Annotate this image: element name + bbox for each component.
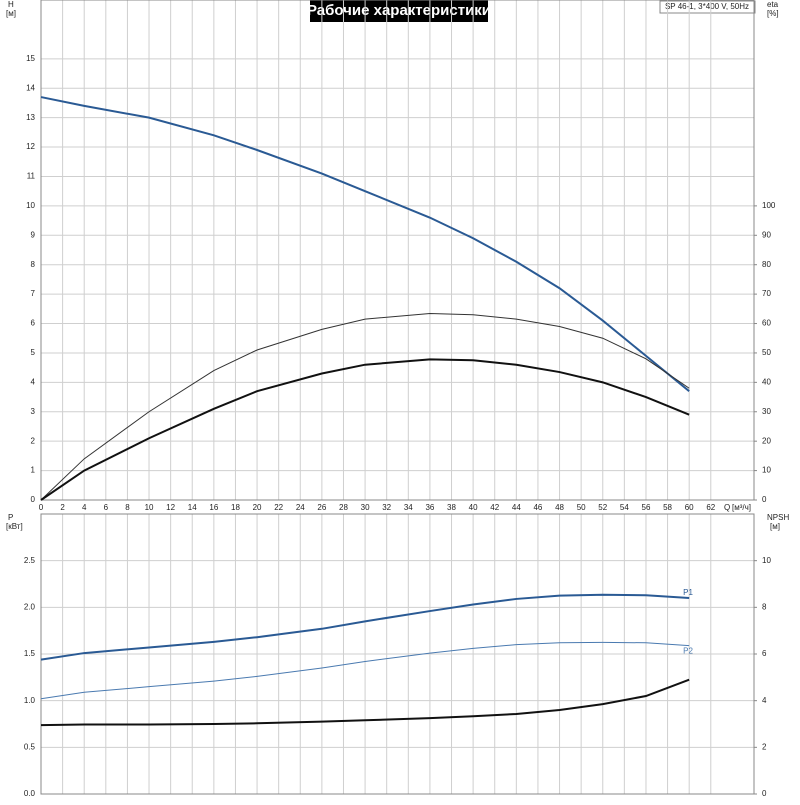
y-tick-label: 12 <box>26 142 35 151</box>
y-tick-label: 11 <box>27 172 36 181</box>
title-box <box>310 0 488 22</box>
x-axis-label: Q <box>724 503 730 512</box>
x-tick-label: 48 <box>555 503 564 512</box>
y2-tick-label: 40 <box>762 377 771 386</box>
y2-tick-label: 10 <box>762 556 771 565</box>
y-tick-label: 1.5 <box>24 649 36 658</box>
x-tick-label: 8 <box>125 503 130 512</box>
x-tick-label: 56 <box>642 503 651 512</box>
y-tick-label: 0 <box>31 495 36 504</box>
series-line <box>40 678 690 727</box>
x-tick-label: 14 <box>188 503 197 512</box>
y-tick-label: 10 <box>26 201 35 210</box>
y2-axis-unit: [%] <box>767 9 779 18</box>
series-line <box>40 96 690 392</box>
x-tick-label: 26 <box>317 503 326 512</box>
y-tick-label: 15 <box>26 54 35 63</box>
y2-tick-label: 8 <box>762 602 767 611</box>
y-tick-label: 1.0 <box>24 696 36 705</box>
y2-tick-label: 20 <box>762 436 771 445</box>
series-label: P1 <box>683 588 693 597</box>
y-tick-label: 14 <box>26 83 35 92</box>
annotation: SP 46-1, 3*400 V, 50Hz <box>665 2 749 11</box>
y2-axis-unit: [м] <box>770 522 780 531</box>
x-tick-label: 38 <box>447 503 456 512</box>
x-tick-label: 52 <box>598 503 607 512</box>
series-line <box>40 641 690 700</box>
y-axis-unit: [кВт] <box>6 522 23 531</box>
x-tick-label: 42 <box>490 503 499 512</box>
x-tick-label: 0 <box>39 503 44 512</box>
series-line <box>40 593 690 661</box>
y2-tick-label: 100 <box>762 201 776 210</box>
x-tick-label: 44 <box>512 503 521 512</box>
y-tick-label: 5 <box>31 348 36 357</box>
y-tick-label: 6 <box>31 319 36 328</box>
series-label: P2 <box>683 647 693 656</box>
chart-title: Рабочие характеристики <box>307 2 491 19</box>
y-tick-label: 2 <box>31 436 36 445</box>
x-axis-unit: [м³/ч] <box>732 503 751 512</box>
x-tick-label: 20 <box>253 503 262 512</box>
y-axis-label: P <box>8 513 13 522</box>
y-tick-label: 1 <box>31 466 36 475</box>
x-tick-label: 40 <box>469 503 478 512</box>
y-tick-label: 9 <box>31 230 36 239</box>
y2-axis-label: eta <box>767 0 779 9</box>
x-tick-label: 4 <box>82 503 87 512</box>
y2-tick-label: 90 <box>762 230 771 239</box>
x-tick-label: 58 <box>663 503 672 512</box>
y2-tick-label: 80 <box>762 260 771 269</box>
y-axis-label: H <box>8 0 14 9</box>
x-tick-label: 60 <box>685 503 694 512</box>
x-tick-label: 36 <box>425 503 434 512</box>
series-line <box>40 358 690 501</box>
y-tick-label: 7 <box>31 289 36 298</box>
y-tick-label: 13 <box>26 113 35 122</box>
x-tick-label: 28 <box>339 503 348 512</box>
y2-tick-label: 6 <box>762 649 767 658</box>
plot-frame <box>40 513 755 795</box>
y-tick-label: 3 <box>31 407 36 416</box>
y2-tick-label: 50 <box>762 348 771 357</box>
x-tick-label: 46 <box>533 503 542 512</box>
y2-axis-label: NPSH <box>767 513 789 522</box>
y2-tick-label: 70 <box>762 289 771 298</box>
x-tick-label: 18 <box>231 503 240 512</box>
x-tick-label: 50 <box>577 503 586 512</box>
x-tick-label: 30 <box>361 503 370 512</box>
x-tick-label: 62 <box>706 503 715 512</box>
y-axis-unit: [м] <box>6 9 16 18</box>
y2-tick-label: 10 <box>762 466 771 475</box>
x-tick-label: 10 <box>145 503 154 512</box>
x-tick-label: 22 <box>274 503 283 512</box>
y2-tick-label: 30 <box>762 407 771 416</box>
annotation-box <box>659 0 756 14</box>
plot-frame <box>40 0 755 501</box>
y2-tick-label: 0 <box>762 495 767 504</box>
x-tick-label: 12 <box>166 503 175 512</box>
y-tick-label: 0.0 <box>24 789 36 798</box>
x-tick-label: 16 <box>209 503 218 512</box>
y2-tick-label: 0 <box>762 789 767 798</box>
x-tick-label: 24 <box>296 503 305 512</box>
x-tick-label: 32 <box>382 503 391 512</box>
y-tick-label: 4 <box>31 377 36 386</box>
y-tick-label: 8 <box>31 260 36 269</box>
y2-tick-label: 4 <box>762 696 767 705</box>
x-tick-label: 54 <box>620 503 629 512</box>
y2-tick-label: 60 <box>762 319 771 328</box>
y-tick-label: 2.5 <box>24 556 36 565</box>
x-tick-label: 34 <box>404 503 413 512</box>
x-tick-label: 6 <box>104 503 109 512</box>
y-tick-label: 0.5 <box>24 742 36 751</box>
y-tick-label: 2.0 <box>24 602 36 611</box>
x-tick-label: 2 <box>60 503 65 512</box>
series-line <box>40 313 690 501</box>
y2-tick-label: 2 <box>762 742 767 751</box>
